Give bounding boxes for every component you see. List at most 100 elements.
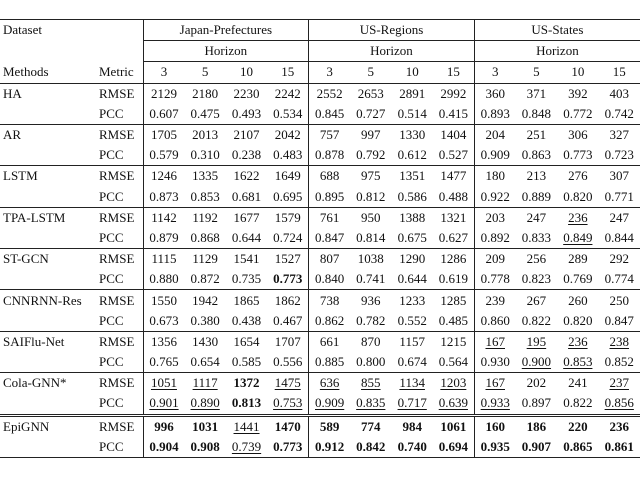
value: 1134 bbox=[391, 372, 433, 394]
value-text: 0.380 bbox=[190, 312, 220, 328]
value: 0.909 bbox=[474, 145, 515, 166]
value: 1157 bbox=[391, 330, 433, 352]
value-text: 2107 bbox=[233, 127, 260, 143]
value-text: 0.890 bbox=[190, 395, 220, 411]
value: 0.844 bbox=[599, 228, 640, 249]
value: 0.488 bbox=[432, 186, 475, 208]
value: 1862 bbox=[267, 289, 310, 311]
data-row: ST-GCN RMSE 1115 1129 1541 1527 807 1038 1290 128… bbox=[0, 248, 640, 270]
value-text: 0.833 bbox=[521, 229, 552, 245]
method: HA bbox=[0, 82, 96, 104]
metric: PCC bbox=[96, 145, 144, 166]
metric-label-text: Metric bbox=[99, 64, 134, 80]
value-text: 1351 bbox=[399, 168, 426, 184]
value: 1550 bbox=[143, 289, 185, 311]
horizon: 5 bbox=[350, 62, 391, 83]
method: Cola-GNN* bbox=[0, 372, 96, 394]
value: 251 bbox=[515, 123, 558, 146]
value-text: 0.607 bbox=[149, 105, 179, 121]
value-text: 0.861 bbox=[604, 438, 634, 454]
value: 1233 bbox=[391, 289, 433, 311]
value-text: 0.904 bbox=[149, 438, 179, 454]
value: 636 bbox=[308, 372, 351, 394]
value: 236 bbox=[598, 413, 640, 437]
value-text: 984 bbox=[402, 418, 422, 434]
value-text: 0.812 bbox=[356, 188, 386, 204]
value: 0.852 bbox=[599, 352, 640, 373]
value-text: 950 bbox=[361, 209, 381, 225]
value-text: 1051 bbox=[150, 375, 177, 391]
value: 0.863 bbox=[516, 145, 557, 166]
horizon-text: 10 bbox=[571, 64, 585, 80]
data-row: Cola-GNN* RMSE 1051 1117 1372 1475 636 855 1134 1… bbox=[0, 372, 640, 394]
value: 0.765 bbox=[143, 352, 184, 373]
value-text: 276 bbox=[568, 168, 588, 184]
value: 360 bbox=[474, 82, 516, 104]
value: 0.493 bbox=[226, 104, 267, 125]
value-text: 0.822 bbox=[521, 312, 552, 328]
value: 1477 bbox=[432, 165, 475, 187]
value: 1215 bbox=[432, 330, 475, 352]
value: 0.741 bbox=[350, 269, 391, 290]
value-text: 1233 bbox=[399, 292, 426, 308]
value-text: 0.909 bbox=[315, 395, 345, 411]
method: EpiGNN bbox=[0, 413, 96, 437]
value: 1527 bbox=[267, 248, 310, 270]
value: 774 bbox=[350, 413, 392, 437]
value: 975 bbox=[350, 165, 392, 187]
value-text: 1649 bbox=[274, 168, 301, 184]
value: 1290 bbox=[391, 248, 433, 270]
value-text: 0.901 bbox=[149, 395, 179, 411]
value-text: 0.868 bbox=[190, 229, 220, 245]
data-row: PCC 0.879 0.868 0.644 0.724 0.847 0.814 0.675 0.… bbox=[0, 227, 640, 249]
value: 1321 bbox=[432, 206, 475, 228]
value-text: 1330 bbox=[399, 127, 426, 143]
value-text: 306 bbox=[568, 127, 588, 143]
value: 0.475 bbox=[184, 104, 225, 125]
value-text: 996 bbox=[154, 418, 174, 434]
value-text: 0.814 bbox=[356, 229, 386, 245]
method-text: HA bbox=[3, 85, 22, 101]
value-text: 241 bbox=[568, 375, 588, 391]
value: 2107 bbox=[225, 123, 268, 146]
value-text: 2242 bbox=[274, 85, 301, 101]
value-text: 1477 bbox=[440, 168, 467, 184]
method-text: AR bbox=[3, 127, 22, 143]
value: 661 bbox=[308, 330, 351, 352]
value-text: 0.467 bbox=[273, 312, 303, 328]
value-text: 2552 bbox=[316, 85, 343, 101]
value-text: 186 bbox=[526, 418, 547, 434]
horizon-text: 3 bbox=[326, 64, 333, 80]
metric: PCC bbox=[96, 310, 144, 332]
value-text: 0.564 bbox=[438, 354, 468, 370]
value: 0.880 bbox=[143, 269, 184, 290]
blank bbox=[0, 436, 96, 458]
value-text: 807 bbox=[319, 251, 340, 267]
value: 0.772 bbox=[557, 104, 598, 125]
value: 0.901 bbox=[143, 393, 184, 415]
methods-label: Methods bbox=[0, 62, 96, 83]
value-text: 1031 bbox=[192, 418, 219, 434]
value: 2552 bbox=[308, 82, 351, 104]
metric-text: RMSE bbox=[99, 292, 135, 308]
metric-text: PCC bbox=[99, 312, 124, 328]
value: 236 bbox=[557, 206, 599, 228]
value: 0.485 bbox=[432, 310, 475, 332]
value-text: 0.873 bbox=[149, 188, 179, 204]
value: 1285 bbox=[432, 289, 475, 311]
value-text: 260 bbox=[568, 292, 588, 308]
value-text: 1129 bbox=[192, 251, 218, 267]
value-text: 195 bbox=[526, 333, 547, 349]
value: 1622 bbox=[225, 165, 268, 187]
value: 0.842 bbox=[350, 436, 392, 458]
value-text: 1157 bbox=[399, 333, 425, 349]
value-text: 0.310 bbox=[190, 147, 220, 163]
dataset-name-text: Japan-Prefectures bbox=[179, 22, 273, 38]
value: 0.889 bbox=[516, 187, 557, 208]
value-text: 403 bbox=[609, 85, 630, 101]
value-text: 0.724 bbox=[273, 229, 303, 245]
value-text: 0.860 bbox=[480, 312, 510, 328]
value-text: 238 bbox=[609, 333, 630, 349]
value: 984 bbox=[391, 413, 433, 437]
horizon: 3 bbox=[474, 62, 515, 83]
